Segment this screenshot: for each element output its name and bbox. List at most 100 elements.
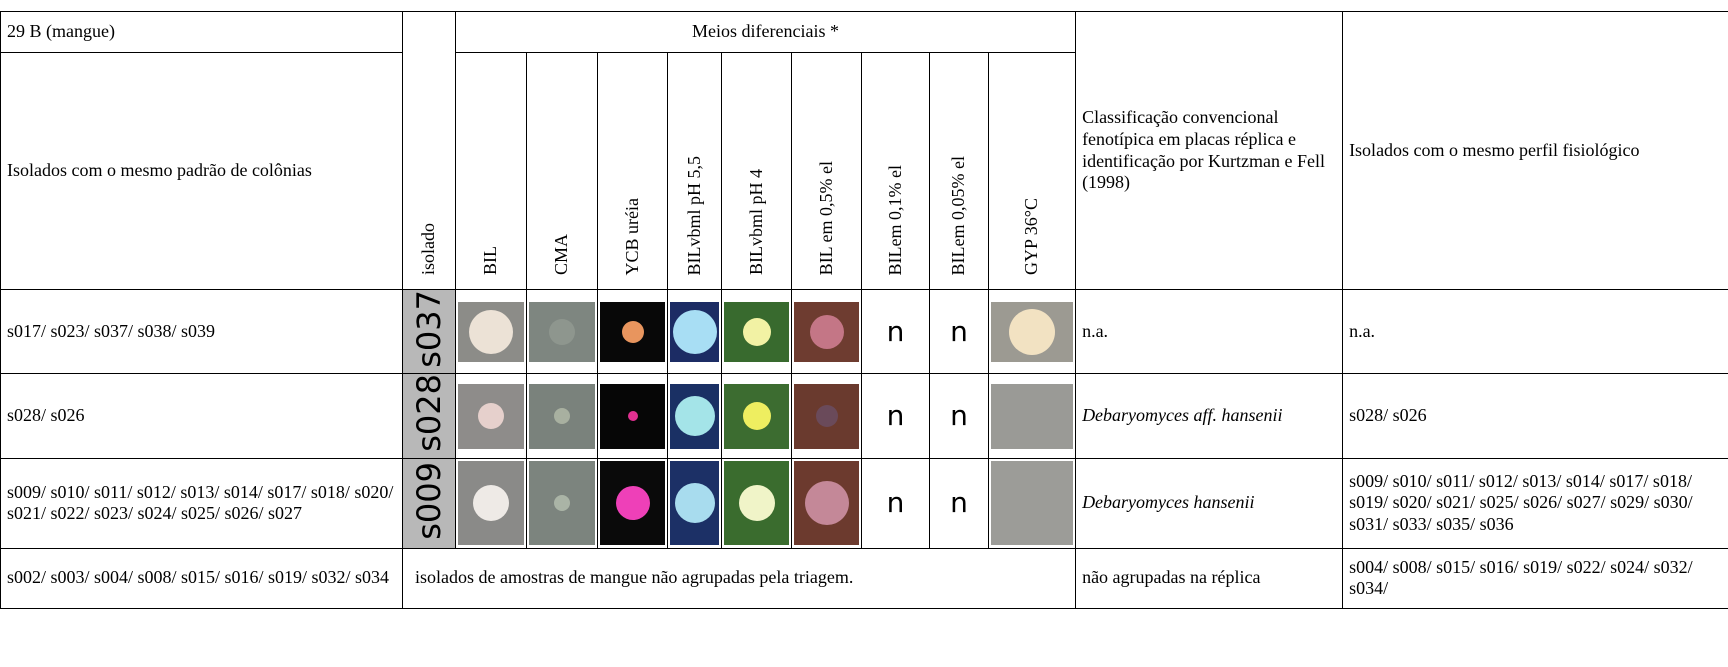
colony (739, 485, 775, 521)
colony-tile (458, 302, 524, 362)
colony-image (792, 458, 862, 548)
colony (469, 310, 513, 354)
colony (675, 483, 715, 523)
colony (628, 411, 638, 421)
colony (805, 481, 849, 525)
classification: Debaryomyces aff. hansenii (1076, 374, 1343, 458)
colony-tile (724, 384, 789, 449)
colony-tile (724, 461, 789, 545)
colony (554, 408, 570, 424)
colony-tile (670, 384, 719, 449)
classification: não agrupadas na réplica (1076, 548, 1343, 608)
isolado-text: s009 (410, 462, 448, 540)
colony-image (792, 290, 862, 374)
colony (549, 319, 575, 345)
col-header-text: BIL em 0,5% el (816, 161, 838, 275)
colony (743, 318, 771, 346)
isolado-text: s037 (410, 290, 448, 368)
blank: isolado (403, 12, 456, 290)
col-header: Classificação convencional fenotípica em… (1076, 12, 1343, 290)
colony-tile (724, 302, 789, 362)
colony-image (722, 290, 792, 374)
colony (1009, 309, 1055, 355)
colony-image (598, 458, 668, 548)
colony-tile (794, 461, 859, 545)
colony-tile (991, 302, 1073, 362)
colony (554, 495, 570, 511)
sample-title: 29 B (mangue) (1, 12, 403, 53)
colony-image (527, 290, 598, 374)
colony (743, 402, 771, 430)
isolates: s028/ s026 (1, 374, 403, 458)
profile: s004/ s008/ s015/ s016/ s019/ s022/ s024… (1343, 548, 1728, 608)
colony-image (668, 290, 722, 374)
colony-image (722, 374, 792, 458)
colony-image (456, 458, 527, 548)
col-header-text: BIL (480, 246, 502, 275)
colony (810, 315, 844, 349)
colony-tile (458, 384, 524, 449)
col-header-text: BILvbml pH 5,5 (684, 156, 706, 276)
col-header-text: BILem 0,1% el (885, 165, 907, 275)
colony (816, 405, 838, 427)
colony-tile (458, 461, 524, 545)
data-row: s002/ s003/ s004/ s008/ s015/ s016/ s019… (1, 548, 1728, 608)
col-header: Isolados com o mesmo perfil fisiológico (1343, 12, 1728, 290)
colony-image (598, 374, 668, 458)
isolado-text: s028 (410, 374, 448, 452)
isolado: s028 (403, 374, 456, 458)
col-header: BILem 0,05% el (930, 53, 989, 290)
colony-image (598, 290, 668, 374)
colony-image (456, 290, 527, 374)
col-header-text: isolado (418, 223, 440, 275)
col-header: BILvbml pH 4 (722, 53, 792, 290)
isolado: s037 (403, 290, 456, 374)
page: {"header": {"sample": "29 B (mangue)", "… (0, 11, 1728, 667)
colony-tile (529, 461, 595, 545)
note: isolados de amostras de mangue não agrup… (403, 548, 1076, 608)
col-header: BIL (456, 53, 527, 290)
colony-tile (529, 302, 595, 362)
col-header: BIL em 0,5% el (792, 53, 862, 290)
colony (675, 396, 715, 436)
colony-image (668, 458, 722, 548)
growth: n (862, 374, 930, 458)
colony-image (989, 374, 1076, 458)
growth: n (862, 458, 930, 548)
colony-tile (991, 461, 1073, 545)
growth: n (930, 458, 989, 548)
col-header-text: CMA (551, 234, 573, 275)
col-header-text: BILem 0,05% el (948, 156, 970, 275)
colony (616, 486, 650, 520)
colony-tile (670, 302, 719, 362)
colony (622, 321, 644, 343)
colony-image (456, 374, 527, 458)
colony-image (792, 374, 862, 458)
colony-tile (991, 384, 1073, 449)
isolates: s017/ s023/ s037/ s038/ s039 (1, 290, 403, 374)
colony-tile (529, 384, 595, 449)
colony-tile (794, 384, 859, 449)
colony-image (989, 458, 1076, 548)
col-header-text: BILvbml pH 4 (746, 169, 768, 275)
col-header: GYP 36°C (989, 53, 1076, 290)
colony-tile (600, 384, 665, 449)
classification: n.a. (1076, 290, 1343, 374)
colony-tile (794, 302, 859, 362)
growth: n (930, 290, 989, 374)
classification: Debaryomyces hansenii (1076, 458, 1343, 548)
colony (673, 310, 717, 354)
col-header: CMA (527, 53, 598, 290)
profile: s028/ s026 (1343, 374, 1728, 458)
col-header-text: YCB uréia (622, 198, 644, 275)
profile: n.a. (1343, 290, 1728, 374)
col-header-text: GYP 36°C (1021, 198, 1043, 275)
colony-tile (600, 461, 665, 545)
growth: n (862, 290, 930, 374)
isolado: s009 (403, 458, 456, 548)
isolates: s009/ s010/ s011/ s012/ s013/ s014/ s017… (1, 458, 403, 548)
